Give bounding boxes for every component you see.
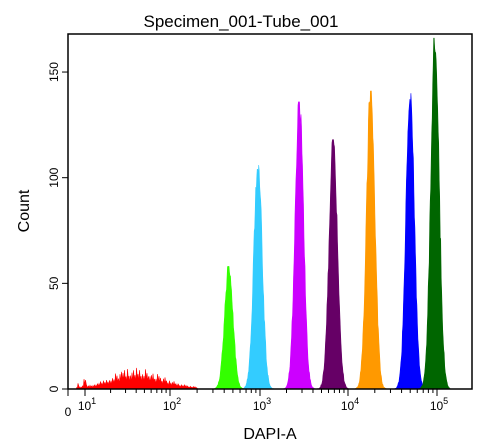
x-tick-label: 103 bbox=[253, 396, 271, 413]
histogram-series-5 bbox=[316, 139, 351, 390]
x-tick-label: 102 bbox=[163, 396, 181, 413]
histogram-series-4 bbox=[282, 101, 317, 390]
histogram-series-2 bbox=[211, 266, 247, 390]
histogram-series-8 bbox=[417, 37, 453, 390]
y-tick-label: 0 bbox=[47, 385, 61, 392]
x-tick-label: 101 bbox=[78, 396, 96, 413]
histogram-series-6 bbox=[353, 90, 388, 390]
histogram-series-3 bbox=[240, 164, 276, 390]
y-tick-label: 150 bbox=[47, 62, 61, 82]
y-axis: 0 50 100 150 bbox=[47, 62, 68, 392]
x-tick-label: 104 bbox=[341, 396, 359, 413]
plot-frame bbox=[67, 33, 473, 390]
series-layer bbox=[76, 37, 453, 390]
chart-title: Specimen_001-Tube_001 bbox=[143, 12, 338, 31]
x-tick-label: 105 bbox=[430, 396, 448, 413]
y-tick-label: 100 bbox=[47, 167, 61, 187]
x-axis-label: DAPI-A bbox=[243, 426, 297, 443]
y-axis-label: Count bbox=[16, 189, 33, 232]
x-axis: 0 101 102 103 104 105 bbox=[65, 389, 448, 419]
histogram-series-7 bbox=[393, 93, 428, 390]
histogram-series-1 bbox=[76, 367, 198, 390]
x-tick-label: 0 bbox=[65, 405, 72, 419]
y-tick-label: 50 bbox=[47, 276, 61, 290]
